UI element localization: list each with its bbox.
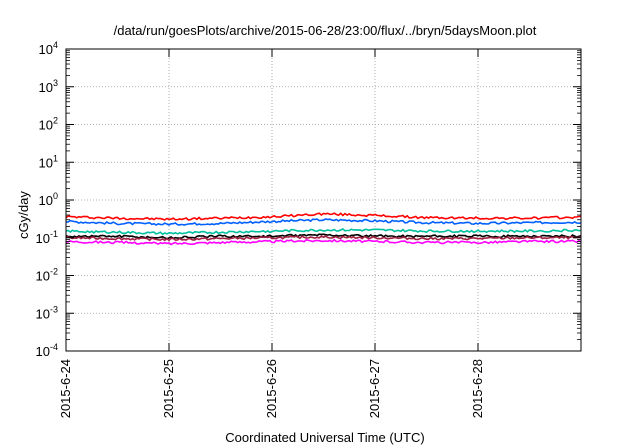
y-tick-label: 10-3: [36, 304, 58, 321]
x-tick-label: 2015-6-25: [161, 359, 176, 418]
y-tick-label: 102: [39, 116, 58, 133]
y-tick-label: 100: [39, 191, 58, 208]
x-axis-label: Coordinated Universal Time (UTC): [225, 430, 424, 445]
y-tick-label: 10-1: [36, 229, 58, 246]
series-line: [65, 218, 582, 226]
y-axis-ticks: 10-4 10-3 10-2 10-1 100 101 102 103 104: [36, 40, 581, 359]
series-line: [65, 212, 581, 221]
x-tick-label: 2015-6-24: [58, 359, 73, 418]
grid-lines: [66, 49, 581, 351]
x-axis-ticks: 2015-6-24 2015-6-25 2015-6-26 2015-6-27 2015…: [58, 49, 485, 418]
series-line: [65, 228, 582, 236]
x-tick-label: 2015-6-27: [367, 359, 382, 418]
y-axis-label: cGy/day: [16, 191, 31, 239]
y-tick-label: 104: [39, 40, 58, 57]
y-tick-label: 10-4: [36, 342, 58, 359]
x-tick-label: 2015-6-26: [264, 359, 279, 418]
y-tick-label: 10-2: [36, 267, 58, 284]
x-tick-label: 2015-6-28: [470, 359, 485, 418]
plot-frame: [65, 48, 582, 352]
chart-title: /data/run/goesPlots/archive/2015-06-28/2…: [114, 23, 537, 38]
series-line: [65, 238, 582, 246]
series-line: [65, 235, 582, 242]
y-tick-label: 101: [39, 153, 58, 170]
series-layer: [65, 212, 582, 246]
y-tick-label: 103: [39, 78, 58, 95]
